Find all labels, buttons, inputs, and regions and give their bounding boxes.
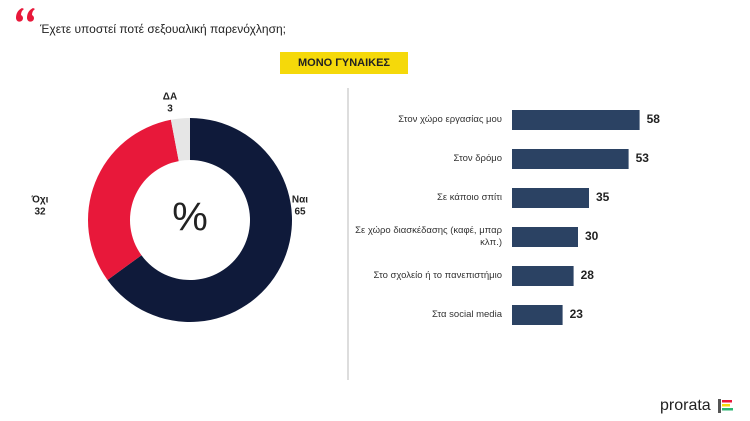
value-label: 23	[570, 307, 584, 321]
bar	[512, 149, 629, 169]
bar-label: Στον χώρο εργασίας μου	[398, 114, 502, 125]
slice-label: Ναι	[292, 195, 308, 206]
value-label: 28	[581, 268, 595, 282]
badge-bg	[280, 52, 408, 74]
logo: prorata	[660, 397, 711, 414]
badge: ΜΟΝΟ ΓΥΝΑΙΚΕΣ	[298, 57, 390, 69]
bar-label: Στον δρόμο	[453, 153, 502, 164]
center-label: %	[172, 196, 208, 240]
logo-icon	[718, 399, 733, 413]
title: Έχετε υποστεί ποτέ σεξουαλική παρενόχλησ…	[39, 22, 286, 36]
bar-label: Στο σχολείο ή το πανεπιστήμιο	[373, 270, 502, 281]
donut-slice	[107, 118, 292, 322]
slice-label: ΔΑ	[163, 92, 177, 103]
value-label: 53	[636, 151, 650, 165]
bar	[512, 227, 578, 247]
bar	[512, 188, 589, 208]
slice-value: 3	[167, 104, 173, 115]
value-label: 30	[585, 229, 599, 243]
slice-value: 32	[34, 207, 46, 218]
bar	[512, 266, 574, 286]
value-label: 35	[596, 190, 610, 204]
donut-slice	[170, 118, 190, 162]
slice-label: Όχι	[31, 195, 49, 206]
bar	[512, 110, 640, 130]
donut-slice	[87, 119, 179, 280]
bar-label: Στα social media	[432, 309, 502, 320]
bar-label: Σε κάποιο σπίτι	[436, 192, 502, 203]
bar	[512, 305, 563, 325]
value-label: 58	[647, 112, 661, 126]
bar-label: Σε χώρο διασκέδασης (καφέ, μπαρ κλπ.)	[355, 225, 502, 248]
slice-value: 65	[294, 207, 306, 218]
quote-icon	[15, 8, 35, 22]
